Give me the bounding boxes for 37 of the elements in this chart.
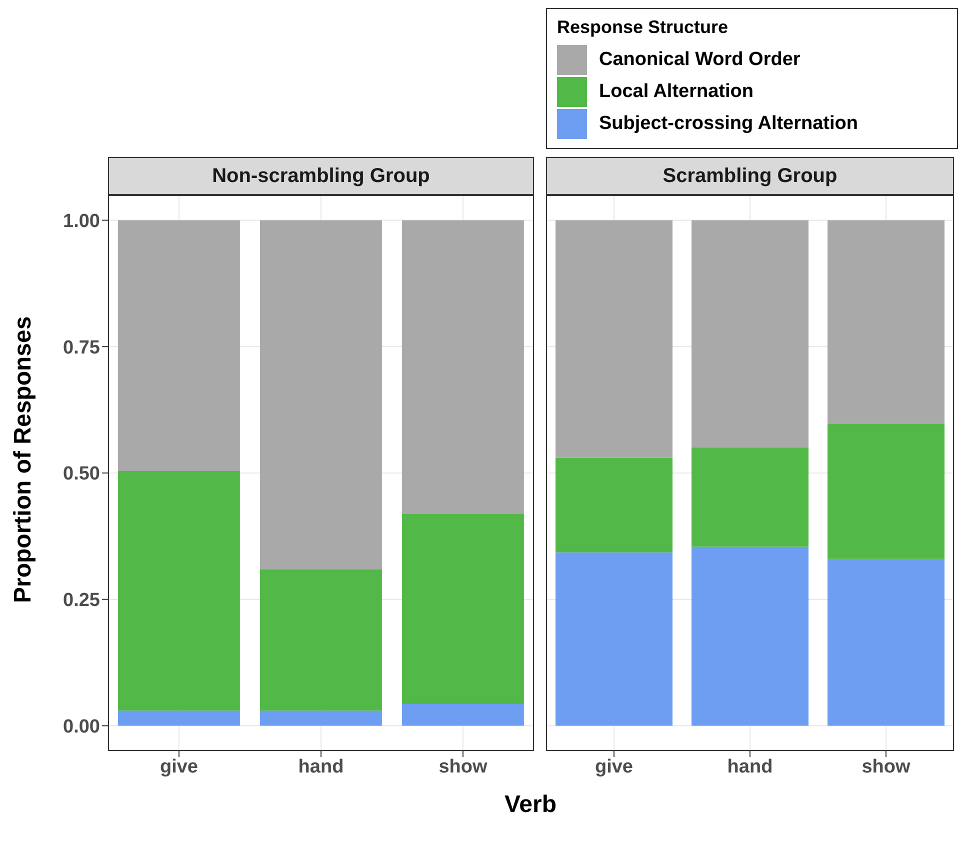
y-tick-label: 0.00 [63, 716, 100, 738]
bar [402, 220, 524, 514]
bar [260, 710, 382, 726]
x-tick-label: show [438, 756, 488, 778]
bar [828, 558, 945, 726]
legend-label: Subject-crossing Alternation [599, 113, 858, 135]
y-tick-label: 0.75 [63, 337, 100, 358]
bar [118, 470, 240, 711]
bar [402, 514, 524, 704]
bar [556, 458, 673, 552]
y-tick-label: 1.00 [63, 211, 100, 232]
bar [118, 710, 240, 726]
x-tick-label: hand [298, 756, 344, 778]
x-tick-label: give [160, 756, 198, 778]
bar [692, 447, 809, 547]
legend-title: Response Structure [557, 17, 730, 38]
y-axis-title: Proportion of Responses [10, 316, 37, 603]
bar [260, 570, 382, 711]
bar [556, 220, 673, 458]
legend-label: Local Alternation [599, 81, 754, 103]
bar [828, 220, 945, 424]
bar [118, 220, 240, 471]
bar [556, 552, 673, 726]
chart-title: Non-scrambling Group [108, 157, 534, 195]
y-tick-label: 0.50 [63, 464, 100, 485]
x-tick-label: give [594, 756, 634, 778]
y-tick-label: 0.25 [63, 590, 100, 612]
bar [692, 220, 809, 448]
x-tick-label: show [862, 756, 910, 778]
chart-title: Scrambling Group [546, 157, 954, 195]
bar [260, 220, 382, 570]
x-axis-title: Verb [503, 791, 558, 819]
bar [402, 704, 524, 726]
bar [828, 424, 945, 559]
bar [692, 546, 809, 726]
legend-label: Canonical Word Order [599, 49, 800, 71]
x-tick-label: hand [727, 756, 773, 778]
